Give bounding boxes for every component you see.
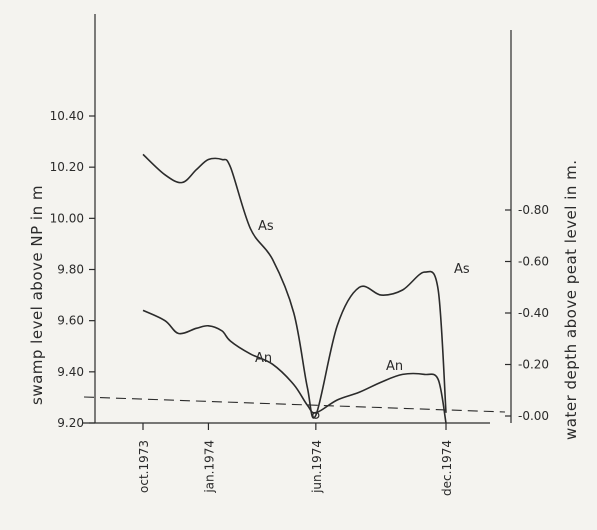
- convergence-point: [312, 411, 320, 419]
- left-tick-label: 10.20: [50, 160, 84, 174]
- left-axis-ticks: 9.20 9.40 9.60 9.80 10.00 10.20 10.40: [50, 109, 95, 430]
- series-line-as: [142, 153, 447, 419]
- right-tick-label: -0.00: [518, 409, 549, 423]
- left-tick-label: 10.40: [50, 109, 84, 123]
- reference-line: [83, 396, 506, 413]
- series-label-as: As: [258, 219, 274, 234]
- left-tick-label: 9.60: [57, 314, 84, 328]
- x-tick-label: dec.1974: [440, 440, 454, 496]
- left-tick-label: 9.40: [57, 365, 84, 379]
- left-tick-label: 9.80: [57, 263, 84, 277]
- x-tick-label: jan.1974: [202, 440, 216, 494]
- right-axis-ticks: -0.00 -0.20 -0.40 -0.60 -0.80: [505, 203, 549, 423]
- series-label-an: An: [386, 359, 403, 374]
- left-tick-label: 9.20: [57, 416, 84, 430]
- right-tick-label: -0.80: [518, 203, 549, 217]
- series-label-an: An: [255, 351, 272, 366]
- left-axis-title: swamp level above NP in m: [28, 185, 46, 405]
- left-tick-label: 10.00: [50, 211, 84, 225]
- right-tick-label: -0.20: [518, 358, 549, 372]
- right-axis-title: water depth above peat level in m.: [562, 159, 580, 440]
- x-tick-label: oct.1973: [137, 440, 151, 493]
- series-line-an: [142, 309, 447, 424]
- x-axis-ticks: oct.1973 jan.1974 jun.1974 dec.1974: [137, 423, 454, 496]
- series-lines: As As An An: [142, 153, 470, 424]
- right-tick-label: -0.60: [518, 255, 549, 269]
- series-label-as: As: [454, 262, 470, 277]
- x-tick-label: jun.1974: [310, 440, 324, 494]
- right-tick-label: -0.40: [518, 306, 549, 320]
